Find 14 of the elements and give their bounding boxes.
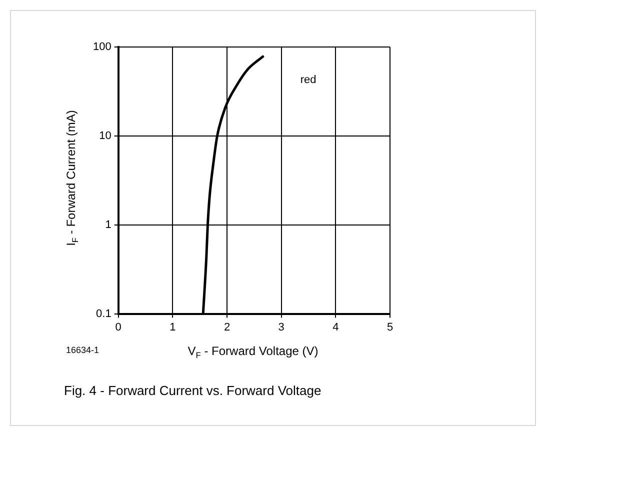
x-tick-label: 4 (332, 321, 339, 334)
x-tick-label: 3 (278, 321, 284, 334)
y-tick-label: 100 (92, 41, 112, 54)
text: Fig. 4 - Forward Current vs. Forward Voltage (64, 383, 322, 398)
y-tick-label: 0.1 (96, 308, 112, 320)
y-tick-label: 1 (105, 218, 112, 231)
x-tick-label: 1 (170, 321, 176, 334)
x-tick-label: 0 (115, 321, 122, 334)
x-tick-label: 5 (386, 321, 394, 334)
text: red (300, 74, 316, 86)
y-tick-label: 10 (99, 130, 112, 142)
text: 16634-1 (66, 345, 100, 355)
x-axis-title: V$_{F}$ - Forward Voltage (V) (188, 344, 318, 360)
x-tick-label: 2 (224, 321, 230, 334)
